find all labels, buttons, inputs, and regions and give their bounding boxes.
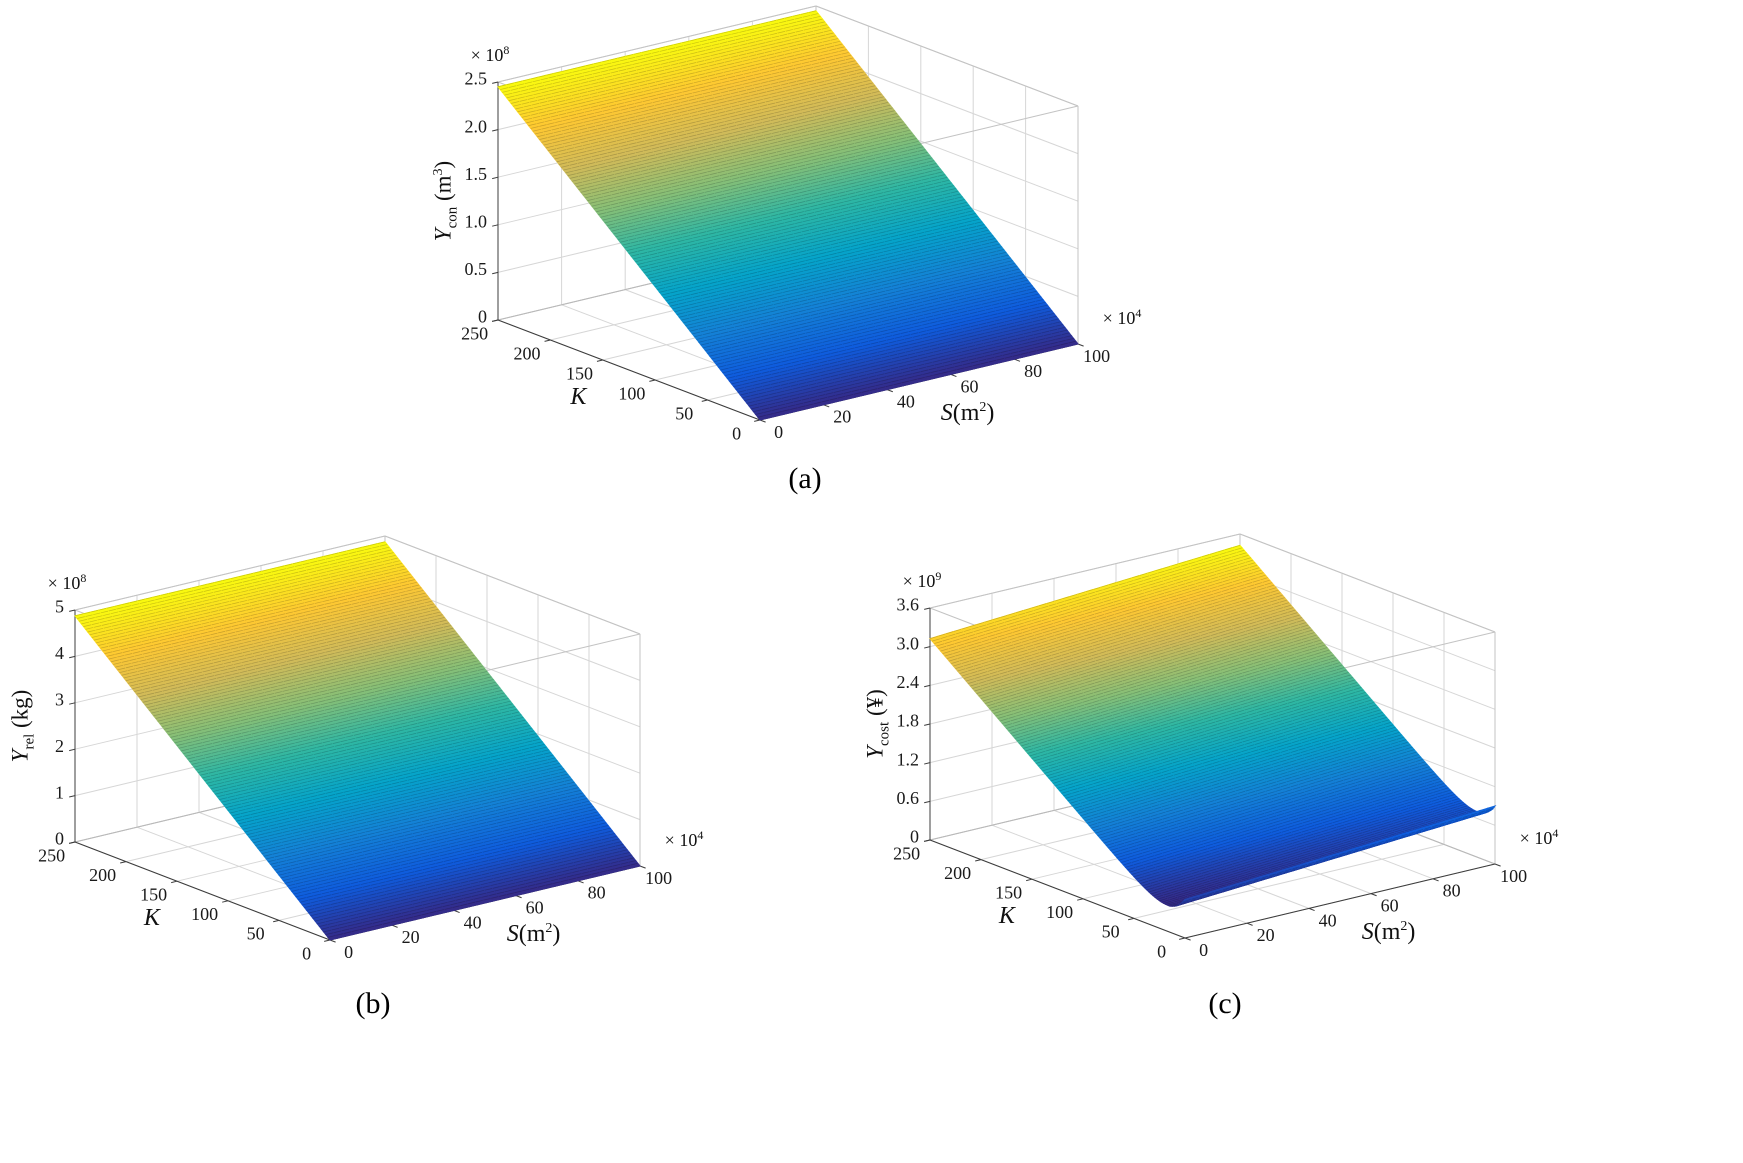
subplot-caption-b: (b) xyxy=(355,987,391,1020)
z-axis-label-a: Ycon (m3) xyxy=(430,160,461,242)
surface-canvas-a xyxy=(420,0,1190,462)
x-axis-multiplier-b: × 104 xyxy=(664,828,704,850)
subplot-caption-a: (a) xyxy=(788,462,822,495)
x-axis-label-c: S(m2) xyxy=(1361,918,1416,945)
z-axis-multiplier-c: × 109 xyxy=(902,569,942,591)
x-axis-label-a: S(m2) xyxy=(940,399,995,426)
z-axis-label-c: Ycost (¥) xyxy=(862,689,893,759)
y-axis-label-c: K xyxy=(998,903,1015,930)
surface-canvas-b xyxy=(8,525,738,987)
surface-plot-a: Ycon (m3) × 108 × 104 K S(m2) (a) xyxy=(420,0,1190,505)
surface-canvas-c xyxy=(860,525,1590,987)
x-axis-multiplier-a: × 104 xyxy=(1102,306,1142,328)
y-axis-label-b: K xyxy=(143,905,160,932)
x-axis-label-b: S(m2) xyxy=(506,920,561,947)
z-axis-multiplier-b: × 108 xyxy=(47,571,87,593)
y-axis-label-a: K xyxy=(570,384,587,411)
subplot-caption-c: (c) xyxy=(1208,987,1242,1020)
z-axis-label-b: Yrel (kg) xyxy=(7,689,38,763)
x-axis-multiplier-c: × 104 xyxy=(1519,826,1559,848)
z-axis-multiplier-a: × 108 xyxy=(470,43,510,65)
surface-plot-c: Ycost (¥) × 109 × 104 K S(m2) (c) xyxy=(860,525,1590,1030)
surface-plot-b: Yrel (kg) × 108 × 104 K S(m2) (b) xyxy=(8,525,738,1030)
